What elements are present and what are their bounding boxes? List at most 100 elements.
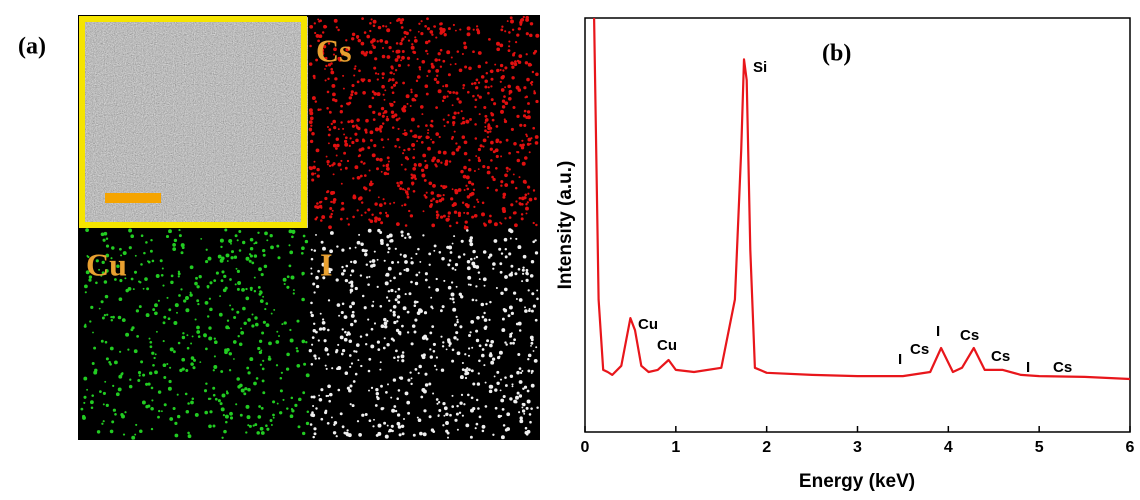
map-dot	[363, 186, 366, 190]
map-dot	[249, 246, 254, 251]
map-dot	[311, 172, 315, 176]
map-dot	[377, 25, 382, 30]
map-dot	[382, 24, 385, 28]
map-dot	[270, 424, 273, 426]
map-dot	[209, 410, 213, 414]
map-dot	[386, 172, 390, 176]
map-dot	[462, 253, 466, 256]
map-dot	[502, 69, 505, 72]
map-dot	[262, 391, 266, 395]
map-dot	[473, 257, 476, 260]
map-dot	[410, 257, 413, 260]
map-dot	[310, 395, 314, 399]
map-dot	[345, 102, 349, 105]
map-dot	[491, 118, 495, 122]
map-dot	[229, 416, 234, 420]
map-dot	[455, 285, 458, 288]
map-dot	[403, 30, 407, 35]
map-dot	[459, 28, 462, 31]
map-dot	[410, 117, 415, 122]
map-dot	[512, 105, 516, 110]
map-dot	[314, 31, 317, 35]
map-dot	[361, 413, 365, 417]
map-dot	[469, 117, 472, 121]
map-dot	[421, 173, 426, 178]
map-dot	[470, 369, 474, 373]
map-dot	[417, 30, 420, 33]
map-dot	[373, 250, 376, 253]
map-dot	[153, 356, 156, 360]
map-dot	[376, 92, 381, 97]
map-dot	[91, 394, 94, 397]
map-dot	[112, 315, 115, 319]
map-dot	[176, 311, 178, 314]
map-dot	[363, 306, 367, 310]
map-dot	[347, 331, 350, 335]
map-dot	[181, 246, 185, 250]
map-dot	[348, 354, 352, 357]
map-dot	[345, 47, 350, 52]
map-dot	[128, 384, 133, 389]
map-dot	[393, 276, 396, 280]
map-dot	[208, 424, 212, 429]
map-dot	[336, 245, 339, 248]
map-dot	[102, 391, 106, 395]
map-dot	[444, 84, 449, 88]
map-dot	[484, 129, 487, 133]
map-dot	[484, 79, 488, 84]
map-dot	[475, 285, 478, 288]
map-dot	[370, 40, 374, 44]
map-dot	[288, 244, 291, 247]
map-dot	[377, 431, 382, 436]
map-dot	[501, 25, 504, 28]
map-dot	[350, 90, 354, 94]
map-dot	[347, 120, 351, 124]
map-dot	[467, 393, 470, 397]
map-dot	[301, 339, 306, 344]
map-dot	[428, 181, 433, 186]
map-dot	[239, 413, 243, 417]
map-dot	[326, 190, 329, 194]
map-dot	[488, 353, 493, 358]
map-dot	[275, 364, 279, 367]
map-dot	[122, 433, 126, 436]
map-dot	[504, 248, 507, 251]
map-dot	[84, 323, 87, 326]
map-dot	[482, 145, 485, 148]
map-dot	[355, 138, 359, 143]
map-dot	[226, 319, 230, 322]
map-dot	[147, 382, 151, 386]
map-dot	[411, 183, 414, 186]
map-dot	[353, 260, 357, 264]
map-dot	[509, 397, 513, 401]
map-dot	[150, 406, 154, 411]
map-dot	[168, 229, 172, 234]
map-dot	[420, 20, 423, 23]
map-dot	[290, 275, 295, 280]
map-dot	[382, 164, 385, 167]
map-dot	[139, 281, 142, 284]
map-dot	[501, 317, 505, 321]
map-dot	[230, 250, 235, 254]
map-dot	[440, 309, 443, 313]
map-dot	[332, 431, 337, 435]
map-dot	[345, 433, 350, 437]
map-dot	[486, 170, 491, 175]
map-dot	[131, 435, 136, 440]
map-dot	[404, 260, 408, 264]
map-label: Cs	[316, 32, 352, 68]
map-dot	[369, 29, 372, 33]
map-dot	[514, 60, 517, 64]
map-dot	[452, 23, 455, 27]
map-dot	[209, 307, 213, 312]
map-dot	[213, 337, 216, 340]
map-dot	[519, 20, 523, 25]
map-dot	[424, 383, 429, 387]
map-dot	[457, 255, 461, 259]
map-dot	[517, 27, 521, 31]
map-dot	[84, 291, 87, 294]
map-dot	[369, 130, 374, 135]
map-dot	[112, 408, 117, 412]
map-dot	[109, 429, 114, 434]
map-dot	[151, 259, 155, 263]
